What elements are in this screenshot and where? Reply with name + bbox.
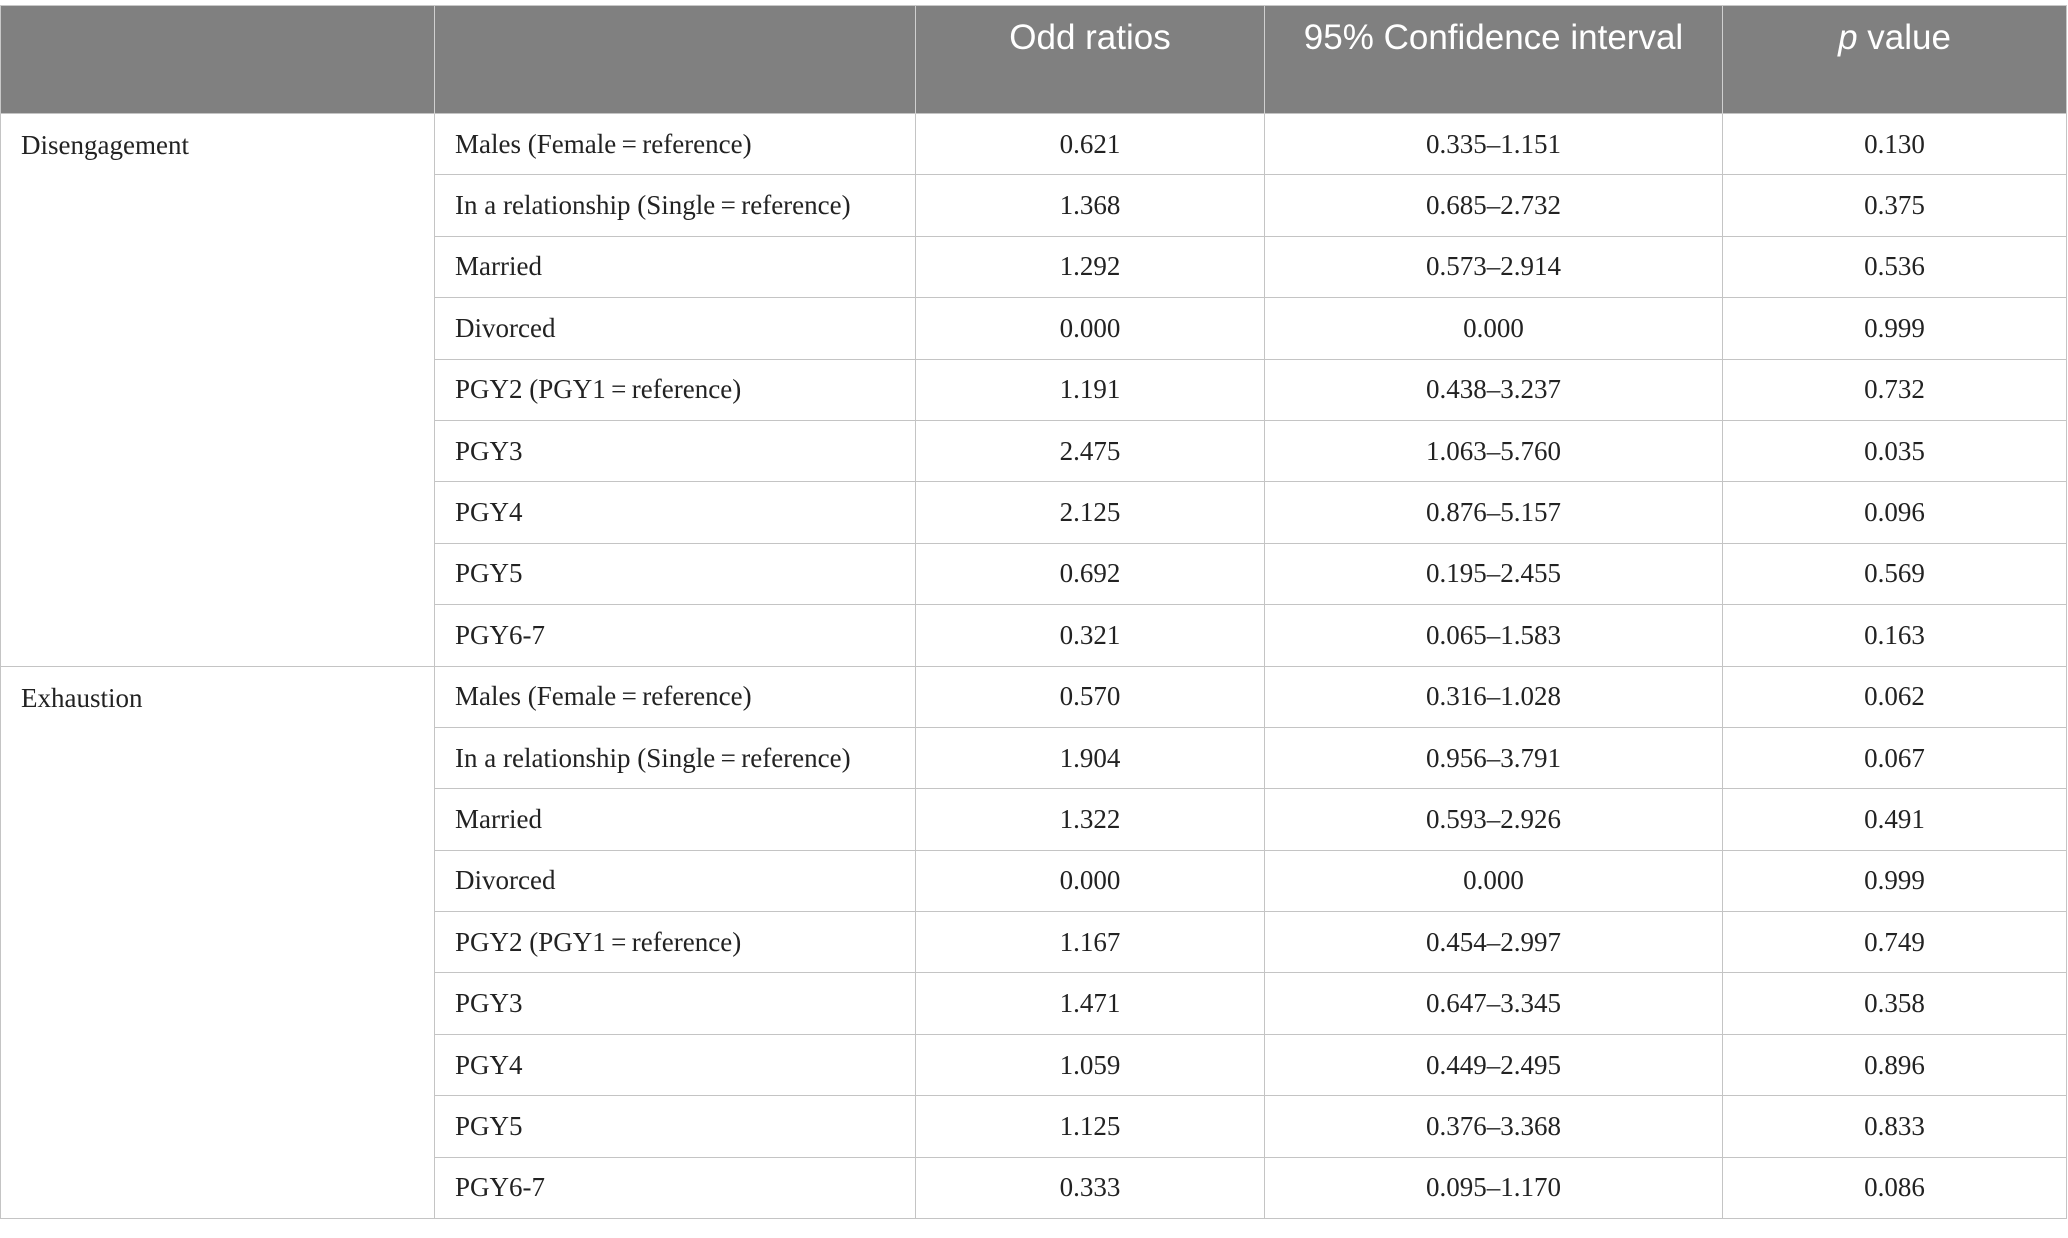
table-row: PGY2 (PGY1 = reference) 1.191 0.438–3.237 0… <box>1 358 2067 421</box>
odds-ratio-cell: 1.904 <box>915 726 1265 790</box>
table-row: Divorced 0.000 0.000 0.999 <box>1 849 2067 913</box>
p-value-cell: 0.130 <box>1722 112 2067 176</box>
variable-cell: In a relationship (Single = reference) <box>434 174 916 237</box>
confidence-interval-cell: 0.376–3.368 <box>1264 1095 1723 1158</box>
variable-cell: PGY6-7 <box>434 604 916 667</box>
odds-ratio-cell: 1.125 <box>915 1095 1265 1158</box>
variable-cell: PGY5 <box>434 1095 916 1158</box>
variable-cell: Divorced <box>434 297 916 360</box>
table-row: Disengagement Males (Female = reference) 0… <box>0 112 2067 667</box>
odds-ratio-cell: 1.167 <box>915 911 1265 974</box>
odds-ratio-cell: 1.059 <box>915 1033 1265 1097</box>
confidence-interval-cell: 0.647–3.345 <box>1264 972 1723 1035</box>
group-label: Exhaustion <box>0 665 435 1220</box>
p-value-cell: 0.096 <box>1722 481 2067 544</box>
p-value-cell: 0.163 <box>1722 604 2067 667</box>
p-value-cell: 0.035 <box>1722 419 2067 483</box>
confidence-interval-cell: 0.316–1.028 <box>1264 665 1723 728</box>
group-label: Disengagement <box>0 113 435 667</box>
odds-ratio-cell: 0.333 <box>915 1156 1265 1220</box>
table-row: PGY6-7 0.333 0.095–1.170 0.086 <box>1 1156 2067 1220</box>
odds-ratio-cell: 2.125 <box>915 481 1265 544</box>
confidence-interval-cell: 0.335–1.151 <box>1264 112 1723 176</box>
p-value-cell: 0.749 <box>1722 911 2067 974</box>
variable-cell: PGY3 <box>434 419 916 483</box>
variable-cell: PGY3 <box>434 972 916 1035</box>
variable-cell: Males (Female = reference) <box>434 665 916 728</box>
table-header: Odd ratios 95% Confidence interval p val… <box>0 5 2067 114</box>
table-body: Disengagement Males (Female = reference) 0… <box>0 112 2067 1220</box>
confidence-interval-cell: 0.438–3.237 <box>1264 358 1723 421</box>
variable-cell: In a relationship (Single = reference) <box>434 726 916 790</box>
table-row: Married 1.322 0.593–2.926 0.491 <box>1 788 2067 851</box>
confidence-interval-cell: 1.063–5.760 <box>1264 419 1723 483</box>
table-row: PGY5 0.692 0.195–2.455 0.569 <box>1 542 2067 606</box>
variable-cell: Married <box>434 788 916 851</box>
odds-ratio-cell: 0.000 <box>915 297 1265 360</box>
odds-ratio-cell: 0.692 <box>915 542 1265 606</box>
table-row: PGY4 2.125 0.876–5.157 0.096 <box>1 481 2067 544</box>
confidence-interval-cell: 0.065–1.583 <box>1264 604 1723 667</box>
p-value-cell: 0.067 <box>1722 726 2067 790</box>
odds-ratio-cell: 1.471 <box>915 972 1265 1035</box>
confidence-interval-cell: 0.593–2.926 <box>1264 788 1723 851</box>
table-row: In a relationship (Single = reference) 1.… <box>1 726 2067 790</box>
confidence-interval-cell: 0.095–1.170 <box>1264 1156 1723 1220</box>
confidence-interval-cell: 0.573–2.914 <box>1264 235 1723 299</box>
odds-ratio-cell: 0.621 <box>915 112 1265 176</box>
p-value-cell: 0.999 <box>1722 297 2067 360</box>
odds-ratio-cell: 0.000 <box>915 849 1265 913</box>
p-value-cell: 0.833 <box>1722 1095 2067 1158</box>
odds-ratio-cell: 2.475 <box>915 419 1265 483</box>
p-value-cell: 0.536 <box>1722 235 2067 299</box>
p-value-cell: 0.896 <box>1722 1033 2067 1097</box>
confidence-interval-cell: 0.449–2.495 <box>1264 1033 1723 1097</box>
header-variable-column <box>434 5 916 114</box>
odds-ratio-table: Odd ratios 95% Confidence interval p val… <box>0 5 2067 1220</box>
p-value-cell: 0.086 <box>1722 1156 2067 1220</box>
variable-cell: PGY5 <box>434 542 916 606</box>
odds-ratio-cell: 1.368 <box>915 174 1265 237</box>
variable-cell: PGY6-7 <box>434 1156 916 1220</box>
header-p-italic: p <box>1838 18 1858 57</box>
header-group-column <box>0 5 435 114</box>
odds-ratio-cell: 1.191 <box>915 358 1265 421</box>
p-value-cell: 0.062 <box>1722 665 2067 728</box>
confidence-interval-cell: 0.000 <box>1264 297 1723 360</box>
p-value-cell: 0.358 <box>1722 972 2067 1035</box>
variable-cell: PGY4 <box>434 481 916 544</box>
confidence-interval-cell: 0.195–2.455 <box>1264 542 1723 606</box>
header-row: Odd ratios 95% Confidence interval p val… <box>0 5 2067 114</box>
table-row: PGY2 (PGY1 = reference) 1.167 0.454–2.997 0… <box>1 911 2067 974</box>
confidence-interval-cell: 0.956–3.791 <box>1264 726 1723 790</box>
table-row: PGY5 1.125 0.376–3.368 0.833 <box>1 1095 2067 1158</box>
confidence-interval-cell: 0.000 <box>1264 849 1723 913</box>
variable-cell: PGY2 (PGY1 = reference) <box>434 911 916 974</box>
p-value-cell: 0.375 <box>1722 174 2067 237</box>
odds-ratio-cell: 1.292 <box>915 235 1265 299</box>
variable-cell: Married <box>434 235 916 299</box>
confidence-interval-cell: 0.685–2.732 <box>1264 174 1723 237</box>
odds-ratio-cell: 0.321 <box>915 604 1265 667</box>
p-value-cell: 0.999 <box>1722 849 2067 913</box>
variable-cell: Divorced <box>434 849 916 913</box>
header-odds-ratios: Odd ratios <box>915 5 1265 114</box>
table-row: Exhaustion Males (Female = reference) 0.57… <box>0 665 2067 1220</box>
table-row: Divorced 0.000 0.000 0.999 <box>1 297 2067 360</box>
header-confidence-interval: 95% Confidence interval <box>1264 5 1723 114</box>
p-value-cell: 0.732 <box>1722 358 2067 421</box>
odds-ratio-cell: 0.570 <box>915 665 1265 728</box>
p-value-cell: 0.491 <box>1722 788 2067 851</box>
odds-ratio-cell: 1.322 <box>915 788 1265 851</box>
table-row: PGY3 2.475 1.063–5.760 0.035 <box>1 419 2067 483</box>
confidence-interval-cell: 0.454–2.997 <box>1264 911 1723 974</box>
variable-cell: PGY2 (PGY1 = reference) <box>434 358 916 421</box>
variable-cell: PGY4 <box>434 1033 916 1097</box>
variable-cell: Males (Female = reference) <box>434 112 916 176</box>
header-p-value: p value <box>1722 5 2067 114</box>
header-p-rest: value <box>1857 18 1951 57</box>
table-row: PGY4 1.059 0.449–2.495 0.896 <box>1 1033 2067 1097</box>
p-value-cell: 0.569 <box>1722 542 2067 606</box>
confidence-interval-cell: 0.876–5.157 <box>1264 481 1723 544</box>
